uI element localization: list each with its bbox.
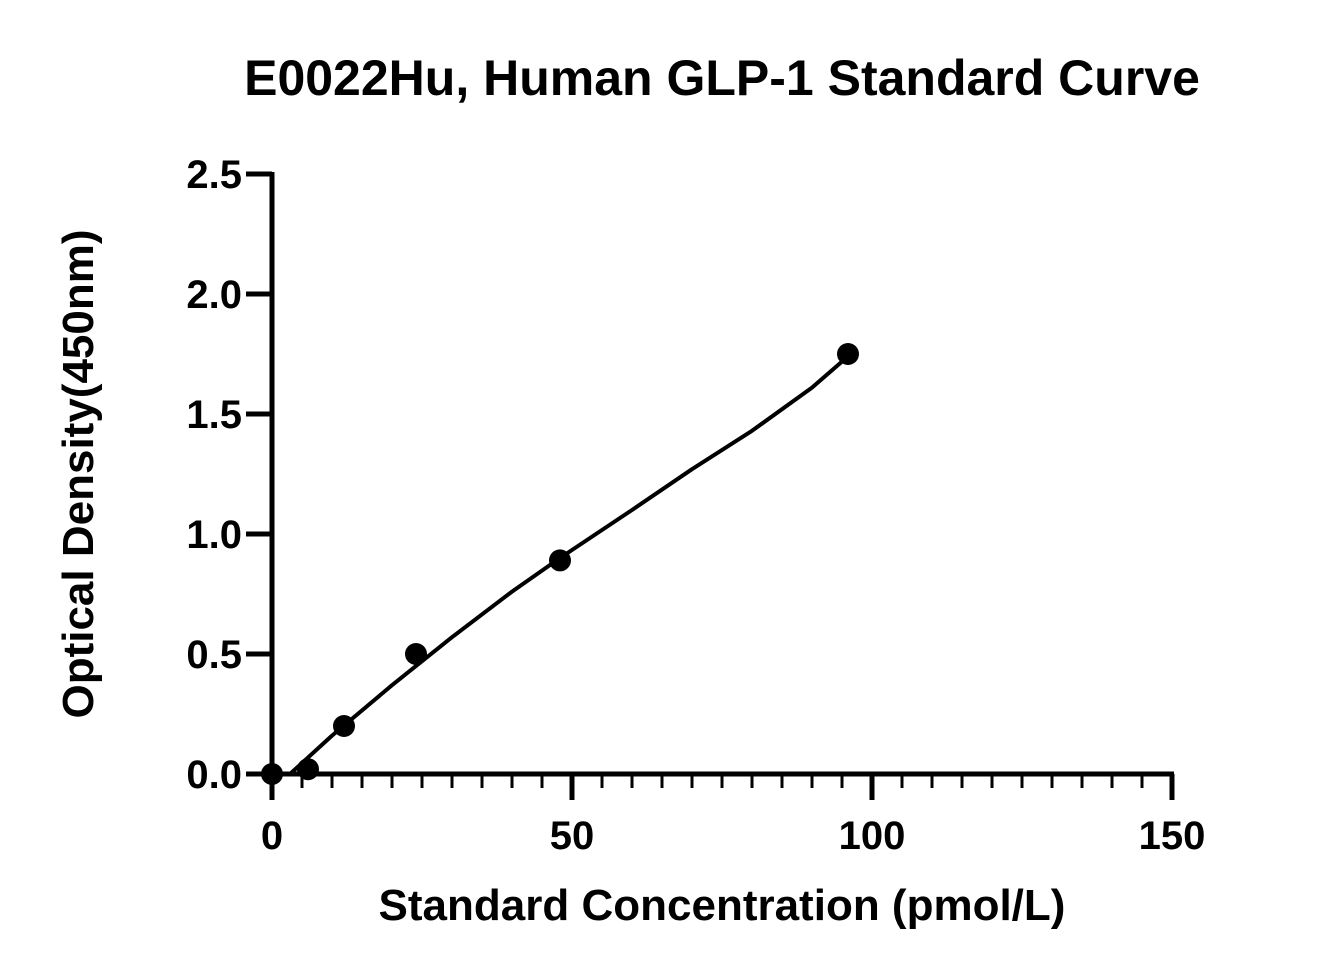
y-axis-title: Optical Density(450nm) [54,229,103,718]
x-tick-label: 0 [261,814,283,858]
data-point [261,763,283,785]
y-tick-label: 2.5 [186,153,242,197]
x-axis-title: Standard Concentration (pmol/L) [379,881,1066,930]
x-tick-label: 50 [550,814,595,858]
x-tick-label: 100 [839,814,906,858]
chart-title: E0022Hu, Human GLP-1 Standard Curve [244,50,1200,106]
data-point [549,549,571,572]
data-points-layer [261,343,859,785]
data-point [297,758,319,781]
data-point [405,643,427,665]
y-tick-label: 1.0 [186,513,242,557]
y-tick-label: 0.5 [186,633,242,677]
y-tick-label: 1.5 [186,393,242,437]
y-tick-label: 0.0 [186,753,242,797]
y-tick-label: 2.0 [186,273,242,317]
x-tick-label: 150 [1139,814,1206,858]
data-point [333,715,355,737]
data-point [837,343,859,365]
axes: 0 50 100 150 0.0 0.5 1.0 1.5 2.0 2.5 [186,153,1205,858]
